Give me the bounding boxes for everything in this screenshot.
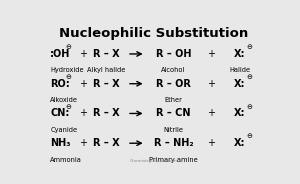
Text: ⊖: ⊖ — [247, 104, 253, 110]
Text: R – OH: R – OH — [156, 49, 191, 59]
Text: +: + — [79, 49, 87, 59]
Text: R – X: R – X — [93, 79, 119, 89]
Text: +: + — [79, 79, 87, 89]
Text: Nitrile: Nitrile — [164, 127, 184, 133]
Text: RO:: RO: — [50, 79, 70, 89]
Text: NH₃: NH₃ — [50, 138, 71, 148]
Text: Nucleophilic Substitution: Nucleophilic Substitution — [59, 27, 248, 40]
Text: R – NH₂: R – NH₂ — [154, 138, 193, 148]
Text: ⊖: ⊖ — [247, 74, 253, 80]
Text: Ether: Ether — [165, 97, 182, 103]
Text: :OH: :OH — [50, 49, 71, 59]
Text: Alkyl halide: Alkyl halide — [87, 67, 125, 73]
Text: R – CN: R – CN — [156, 108, 191, 118]
Text: Ammonia: Ammonia — [50, 157, 82, 162]
Text: ⊖: ⊖ — [66, 74, 71, 80]
Text: X:: X: — [234, 138, 245, 148]
Text: X:: X: — [234, 108, 245, 118]
Text: Hydroxide: Hydroxide — [50, 67, 84, 73]
Text: Alkoxide: Alkoxide — [50, 97, 78, 103]
Text: +: + — [207, 49, 215, 59]
Text: Cyanide: Cyanide — [50, 127, 77, 133]
Text: ⊖: ⊖ — [247, 44, 253, 50]
Text: R – X: R – X — [93, 108, 119, 118]
Text: +: + — [207, 108, 215, 118]
Text: ⊖: ⊖ — [66, 104, 71, 110]
Text: R – X: R – X — [93, 49, 119, 59]
Text: ⊖: ⊖ — [247, 133, 253, 139]
Text: Alcohol: Alcohol — [161, 67, 186, 73]
Text: Halide: Halide — [229, 67, 250, 73]
Text: R – OR: R – OR — [156, 79, 191, 89]
Text: CN:: CN: — [50, 108, 70, 118]
Text: Primary amine: Primary amine — [149, 157, 198, 162]
Text: R – X: R – X — [93, 138, 119, 148]
Text: +: + — [79, 138, 87, 148]
Text: X:: X: — [234, 79, 245, 89]
Text: +: + — [79, 108, 87, 118]
Text: +: + — [207, 138, 215, 148]
Text: ⊖: ⊖ — [66, 44, 71, 50]
Text: X:: X: — [234, 49, 245, 59]
Text: +: + — [207, 79, 215, 89]
Text: Chemistrylearner.com: Chemistrylearner.com — [130, 159, 178, 163]
